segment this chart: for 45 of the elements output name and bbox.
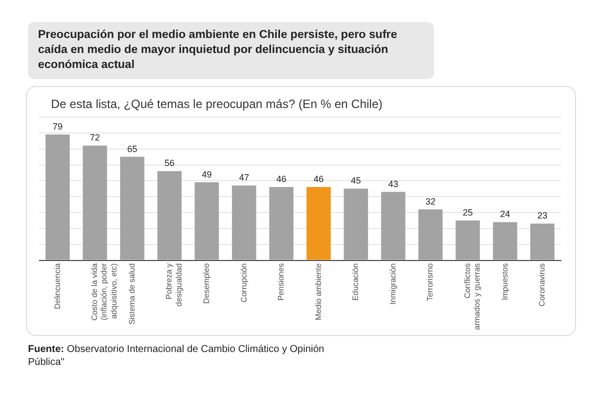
data-label: 45 xyxy=(350,176,361,186)
x-tick-label: Coronavirus xyxy=(538,263,547,306)
data-label: 72 xyxy=(90,132,100,143)
x-tick-label: Inmigración xyxy=(388,263,398,305)
x-tick-label: Impuestos xyxy=(500,263,510,300)
chart-subtitle: De esta lista, ¿Qué temas le preocupan más? (En % en Chile) xyxy=(51,97,382,111)
x-tick-label: Pobreza y desigualdad xyxy=(164,263,184,306)
bar xyxy=(46,134,70,260)
bar xyxy=(157,171,182,260)
data-label: 47 xyxy=(239,172,250,182)
bar xyxy=(456,220,480,260)
bar xyxy=(306,187,331,260)
x-tick-label: Delincuencia xyxy=(52,262,62,310)
bar xyxy=(344,188,368,260)
data-label: 65 xyxy=(127,144,138,154)
bar xyxy=(232,185,256,260)
source-note: Fuente: Observatorio Internacional de Cambio Climático y Opinión Pública" xyxy=(28,343,326,369)
bar xyxy=(381,192,406,260)
data-label: 79 xyxy=(52,122,63,132)
x-tick-label: Conflictos armados y guerras xyxy=(462,263,482,330)
data-label: 56 xyxy=(164,158,175,168)
x-tick-label: Desempleo xyxy=(202,262,211,304)
x-tick-label: Medio ambiente xyxy=(314,262,323,320)
chart-title: Preocupación por el medio ambiente en Chile persiste, pero sufre caída en medio de mayor inquietud por delincuencia y situación económica actual xyxy=(28,22,434,79)
data-label: 43 xyxy=(388,178,398,189)
x-tick-label: Costo de la vida (inflación, poder adquisitivo, etc) xyxy=(90,262,118,321)
data-label: 46 xyxy=(276,174,286,184)
x-tick-label: Educación xyxy=(351,263,360,301)
x-tick-label: Sistema de salud xyxy=(127,263,136,325)
x-tick-label: Corrupción xyxy=(239,263,248,302)
data-label: 46 xyxy=(314,174,324,184)
data-label: 25 xyxy=(462,207,473,218)
data-label: 23 xyxy=(537,210,548,221)
data-label: 32 xyxy=(425,196,436,206)
bar xyxy=(530,224,554,260)
bar xyxy=(269,187,294,260)
bar xyxy=(492,222,518,260)
x-tick-label: Terrorismo xyxy=(426,262,435,302)
bar xyxy=(120,156,144,260)
data-label: 49 xyxy=(202,169,212,180)
bar xyxy=(82,146,108,260)
bar xyxy=(194,182,219,260)
x-tick-label: Pensiones xyxy=(276,263,286,301)
data-label: 24 xyxy=(500,209,510,220)
bar xyxy=(418,209,443,260)
